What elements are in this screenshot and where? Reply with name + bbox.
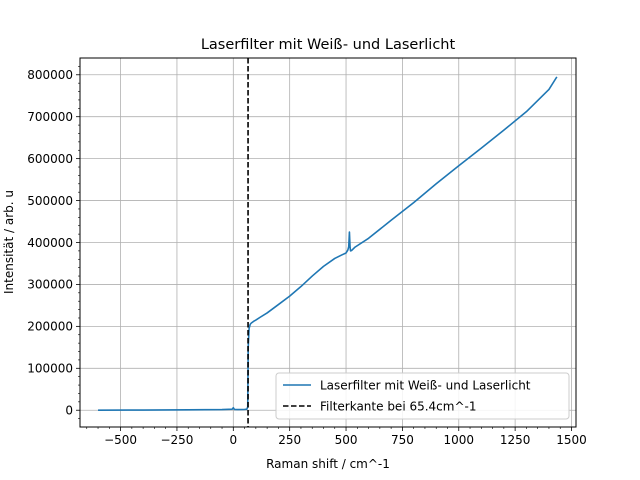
legend-label-filter-edge: Filterkante bei 65.4cm^-1 bbox=[320, 400, 477, 414]
x-axis-label: Raman shift / cm^-1 bbox=[266, 457, 390, 471]
x-tick-label-2: 0 bbox=[229, 433, 237, 447]
chart-title: Laserfilter mit Weiß- und Laserlicht bbox=[201, 37, 456, 53]
y-tick-label-7: 700000 bbox=[27, 110, 73, 124]
y-tick-label-4: 400000 bbox=[27, 236, 73, 250]
y-tick-label-3: 300000 bbox=[27, 278, 73, 292]
x-tick-label-5: 750 bbox=[391, 433, 414, 447]
y-tick-label-1: 100000 bbox=[27, 362, 73, 376]
plot-area bbox=[98, 58, 558, 427]
x-tick-label-4: 500 bbox=[335, 433, 358, 447]
legend-label-spectrum: Laserfilter mit Weiß- und Laserlicht bbox=[320, 379, 531, 393]
x-tick-label-0: −500 bbox=[104, 433, 137, 447]
x-tick-label-3: 250 bbox=[278, 433, 301, 447]
y-tick-label-8: 800000 bbox=[27, 68, 73, 82]
x-tick-label-7: 1250 bbox=[500, 433, 531, 447]
series-line-spectrum bbox=[98, 76, 558, 412]
ticks: −500 −250 0 250 500 750 1000 1250 1500 0 100000 200… bbox=[27, 66, 587, 447]
x-tick-label-1: −250 bbox=[160, 433, 193, 447]
x-tick-label-8: 1500 bbox=[556, 433, 587, 447]
x-tick-label-6: 1000 bbox=[443, 433, 474, 447]
legend: Laserfilter mit Weiß- und Laserlicht Fil… bbox=[275, 372, 570, 420]
y-tick-label-2: 200000 bbox=[27, 320, 73, 334]
y-tick-label-5: 500000 bbox=[27, 194, 73, 208]
y-axis-label: Intensität / arb. u bbox=[2, 190, 16, 294]
y-tick-label-0: 0 bbox=[65, 404, 73, 418]
y-tick-label-6: 600000 bbox=[27, 152, 73, 166]
legend-box bbox=[275, 372, 570, 420]
